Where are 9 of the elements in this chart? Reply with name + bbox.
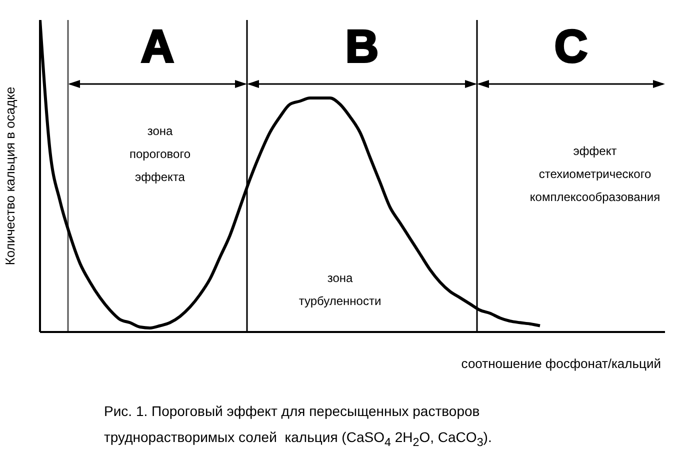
- annotation: зона турбуленности: [298, 271, 382, 308]
- annotation: C: [554, 20, 588, 72]
- annotation: B: [345, 20, 379, 72]
- x-axis-title: соотношение фосфонат/кальций: [461, 356, 661, 371]
- annotation: зона порогового эффекта: [129, 124, 191, 184]
- y-axis-title: Количество кальция в осадке: [2, 86, 18, 266]
- annotation: эффект стехиометрического комплексообразования: [530, 144, 660, 204]
- annotation: A: [140, 20, 174, 72]
- text: Рис. 1. Пороговый эффект для пересыщенных растворов труднорастворимых солей кальция (CaSO$_{4}$ 2H$_{2}$O, CaCO$_{3}$).: [104, 402, 492, 451]
